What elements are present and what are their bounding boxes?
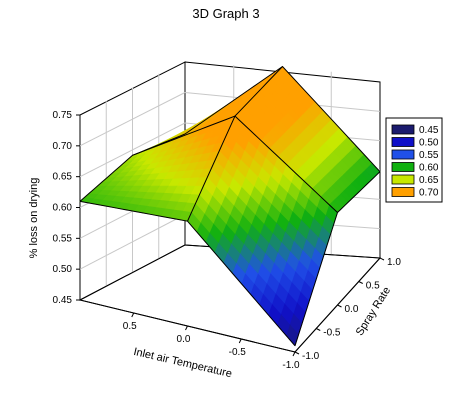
x-tick-label: -0.5 bbox=[229, 347, 247, 358]
y-tick-label: 1.0 bbox=[387, 257, 401, 268]
y-tick-mark bbox=[358, 281, 363, 284]
legend-swatch bbox=[391, 174, 415, 185]
surface bbox=[79, 65, 381, 347]
legend-swatch bbox=[391, 187, 415, 197]
legend: 0.45 0.500.55 0.600.65 0.70 bbox=[385, 117, 443, 203]
legend-swatch bbox=[391, 124, 415, 135]
y-axis-label: Spray Rate bbox=[354, 285, 393, 338]
legend-swatch bbox=[391, 162, 415, 172]
y-tick-label: -1.0 bbox=[302, 351, 320, 362]
y-tick-mark bbox=[379, 257, 385, 261]
surface-gridline bbox=[184, 65, 381, 173]
y-tick-mark bbox=[337, 304, 342, 308]
x-tick-label: 0.0 bbox=[177, 334, 191, 345]
z-tick-label: 0.50 bbox=[53, 264, 73, 275]
z-tick-label: 0.65 bbox=[53, 172, 73, 183]
x-axis: 0.5 0.0 -0.5 -1.0 bbox=[123, 312, 300, 371]
y-axis: 1.0 0.5 0.0 -0.5 -1.0 bbox=[294, 257, 401, 362]
legend-swatch bbox=[391, 137, 415, 147]
surface-gridline bbox=[132, 115, 338, 213]
z-tick-label: 0.60 bbox=[53, 203, 73, 214]
chart-title: 3D Graph 3 bbox=[192, 6, 259, 21]
z-tick-label: 0.45 bbox=[53, 295, 73, 306]
x-axis-label: Inlet air Temperature bbox=[132, 346, 233, 380]
y-tick-mark bbox=[294, 351, 300, 355]
y-tick-label: 0.5 bbox=[366, 281, 380, 292]
y-tick-mark bbox=[316, 328, 321, 331]
legend-label: 0.45 bbox=[419, 125, 439, 136]
legend-swatch bbox=[391, 149, 415, 160]
z-axis: 0.75 0.70 0.65 0.60 0.55 0.50 0.45 bbox=[53, 110, 80, 306]
legend-label: 0.50 bbox=[419, 138, 439, 149]
z-tick-label: 0.55 bbox=[53, 233, 73, 244]
x-tick-mark bbox=[292, 351, 296, 357]
x-tick-label: -1.0 bbox=[282, 360, 300, 371]
z-axis-label: % loss on drying bbox=[28, 178, 40, 259]
y-tick-label: -0.5 bbox=[323, 328, 341, 339]
y-tick-label: 0.0 bbox=[345, 304, 359, 315]
surface-gridline bbox=[79, 200, 296, 347]
legend-label: 0.65 bbox=[419, 175, 439, 186]
z-tick-label: 0.70 bbox=[53, 141, 73, 152]
x-tick-mark bbox=[238, 338, 242, 344]
legend-label: 0.60 bbox=[419, 163, 439, 174]
legend-label: 0.55 bbox=[419, 150, 439, 161]
x-tick-mark bbox=[185, 325, 188, 331]
z-tick-label: 0.75 bbox=[53, 110, 73, 121]
x-tick-mark bbox=[131, 312, 135, 318]
x-tick-label: 0.5 bbox=[123, 321, 137, 332]
legend-label: 0.70 bbox=[419, 188, 439, 199]
